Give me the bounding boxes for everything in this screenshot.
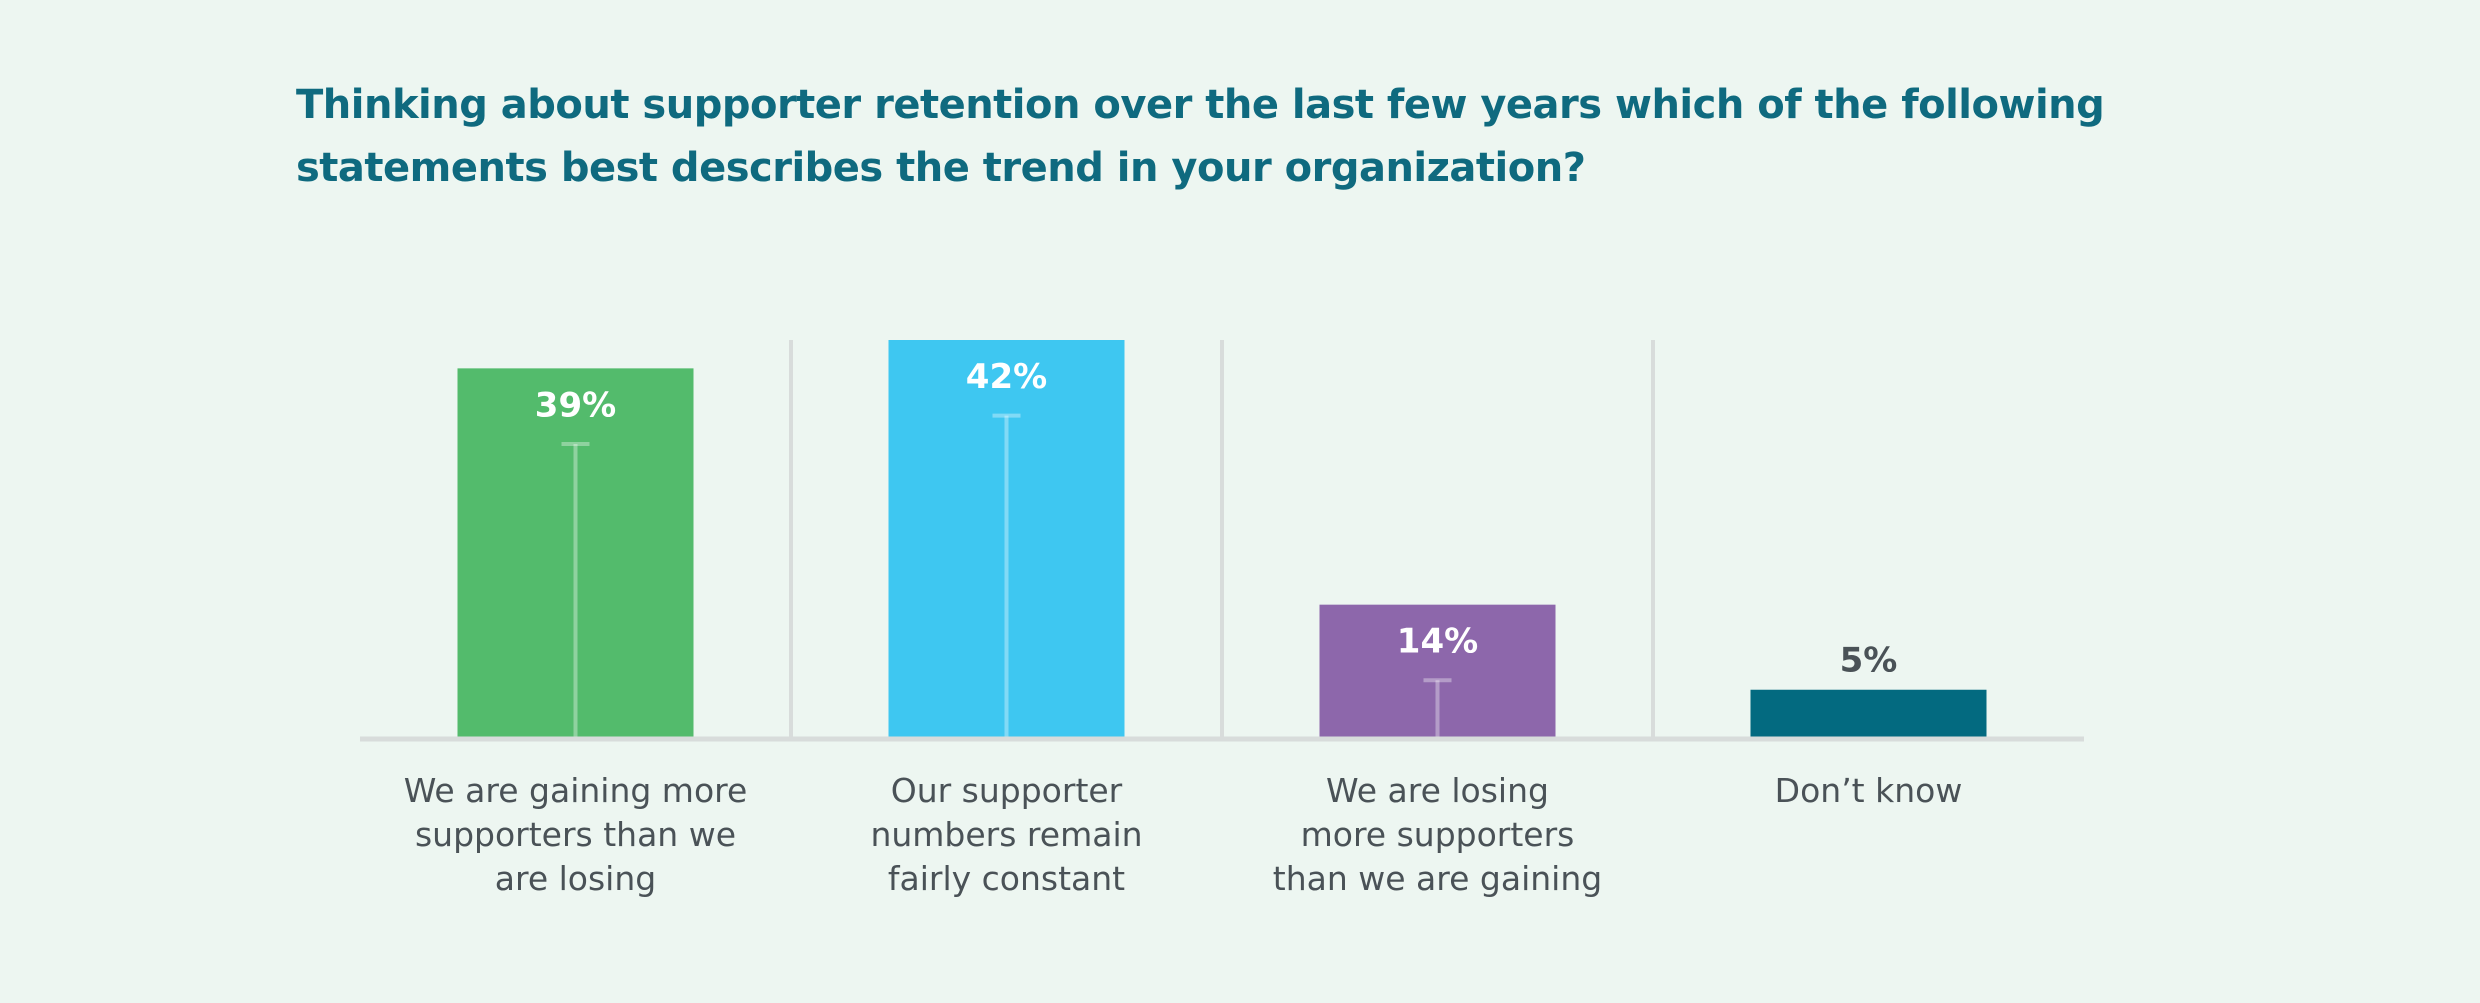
category-label: We are losing more supporters than we are … (1273, 771, 1602, 898)
bar (457, 368, 694, 737)
bar (1319, 604, 1556, 737)
bar (888, 340, 1125, 737)
bar (1750, 689, 1987, 737)
data-label: 5% (1840, 641, 1898, 681)
data-label: 39% (535, 385, 616, 425)
category-label: Don’t know (1775, 771, 1963, 810)
data-label: 14% (1397, 622, 1478, 662)
chart-title: Thinking about supporter retention over … (296, 82, 2105, 191)
category-label: We are gaining more supporters than we are… (404, 771, 748, 898)
category-label: Our supporter numbers remain fairly consta… (870, 771, 1142, 898)
data-label: 42% (966, 357, 1047, 397)
